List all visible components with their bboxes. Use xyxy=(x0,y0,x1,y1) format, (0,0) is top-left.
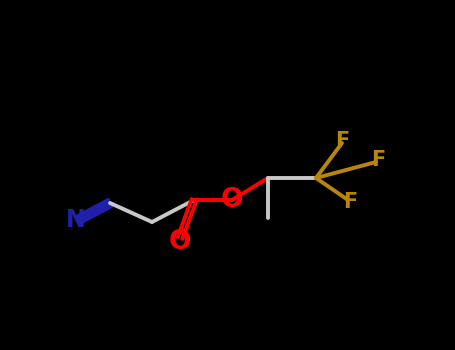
Text: N: N xyxy=(66,208,86,232)
Text: F: F xyxy=(371,150,385,170)
Text: F: F xyxy=(335,131,349,151)
Text: O: O xyxy=(221,187,243,213)
Text: F: F xyxy=(343,192,357,212)
Text: O: O xyxy=(169,229,191,255)
